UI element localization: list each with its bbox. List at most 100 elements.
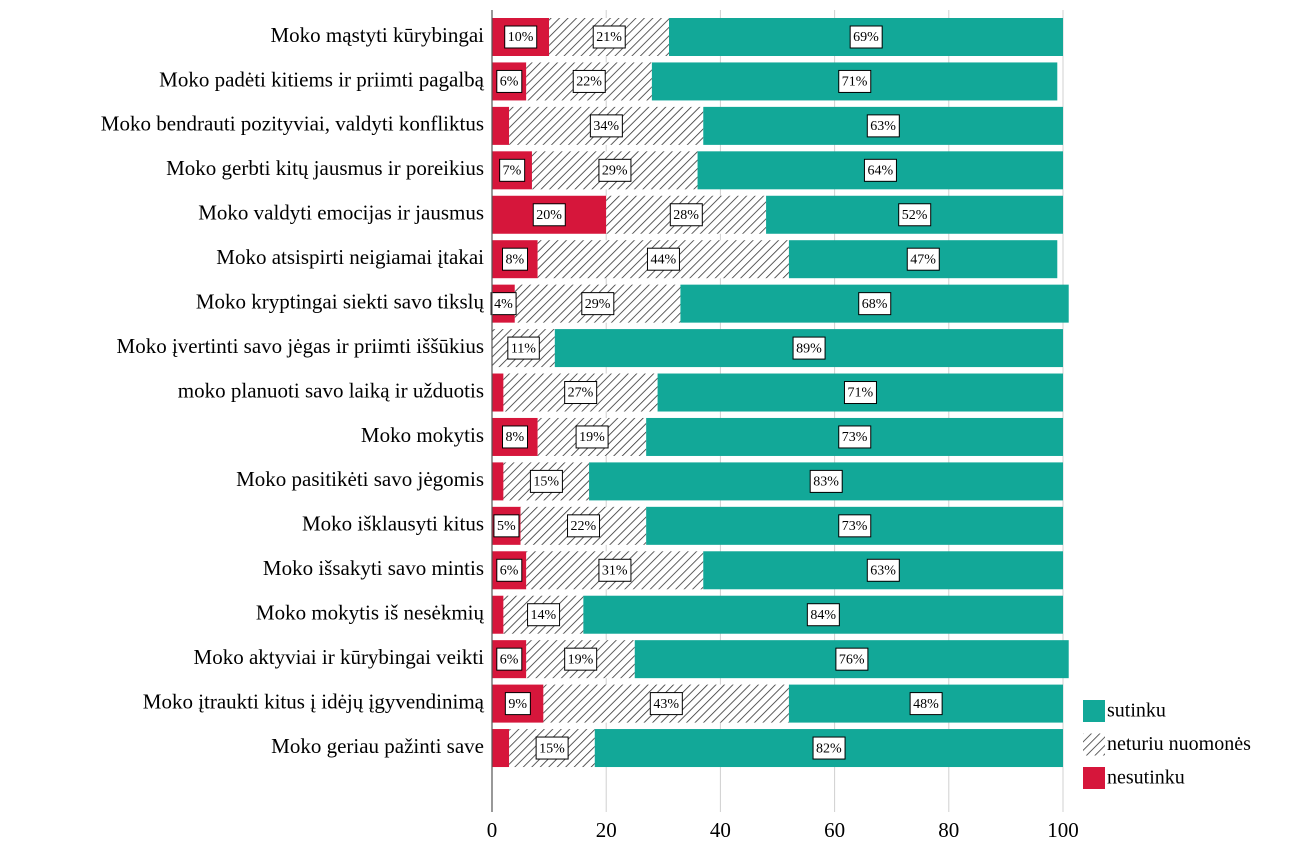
data-label: 9% <box>508 697 527 712</box>
data-label-box <box>529 469 563 493</box>
data-label: 7% <box>503 164 522 179</box>
bar-segment <box>492 462 504 501</box>
data-label: 31% <box>602 563 628 578</box>
data-label: 19% <box>568 652 594 667</box>
data-label: 29% <box>602 164 628 179</box>
data-label: 10% <box>508 30 534 45</box>
data-label-box <box>572 69 606 93</box>
data-label-box <box>581 292 615 316</box>
legend-swatch <box>1083 700 1105 722</box>
data-label-box <box>598 158 632 182</box>
data-label-box <box>490 292 517 316</box>
x-tick-label: 60 <box>824 818 845 842</box>
data-label-box <box>909 692 943 716</box>
data-label: 71% <box>847 386 873 401</box>
x-tick-label: 20 <box>596 818 617 842</box>
category-label: Moko kryptingai siekti savo tikslų <box>196 289 485 313</box>
data-label: 15% <box>533 475 559 490</box>
category-label: Moko mokytis <box>361 423 484 447</box>
data-label-box <box>575 425 609 449</box>
data-label: 63% <box>870 563 896 578</box>
category-label: Moko bendrauti pozityviai, valdyti konfl… <box>101 112 484 136</box>
data-label: 34% <box>593 119 619 134</box>
bar-segment <box>492 106 510 145</box>
data-label: 11% <box>511 341 536 356</box>
data-label: 63% <box>870 119 896 134</box>
data-label-box <box>858 292 892 316</box>
data-label: 43% <box>653 697 679 712</box>
bar-segment <box>492 373 504 412</box>
data-label-box <box>906 247 940 271</box>
data-label: 19% <box>579 430 605 445</box>
data-label: 5% <box>497 519 516 534</box>
data-label-box <box>898 203 932 227</box>
legend-label: nesutinku <box>1107 767 1185 789</box>
category-label: moko planuoti savo laiką ir užduotis <box>178 378 484 402</box>
data-label: 84% <box>810 608 836 623</box>
data-label: 69% <box>853 30 879 45</box>
data-label-box <box>866 114 900 138</box>
data-label-box <box>598 558 632 582</box>
data-label: 89% <box>796 341 822 356</box>
data-label-box <box>835 647 869 671</box>
category-label: Moko gerbti kitų jausmus ir poreikius <box>166 156 484 180</box>
bar-segment <box>492 729 510 768</box>
data-label: 4% <box>494 297 513 312</box>
data-label: 22% <box>576 75 602 90</box>
data-label: 6% <box>500 75 519 90</box>
data-label-box <box>502 247 529 271</box>
category-label: Moko išklausyti kitus <box>302 512 484 536</box>
data-label: 22% <box>571 519 597 534</box>
data-label: 27% <box>568 386 594 401</box>
data-label-box <box>496 69 523 93</box>
data-label-box <box>863 158 897 182</box>
data-label-box <box>507 336 540 360</box>
data-label: 15% <box>539 741 565 756</box>
data-label-box <box>504 692 531 716</box>
category-label: Moko atsispirti neigiamai įtakai <box>216 245 484 269</box>
data-label: 76% <box>839 652 865 667</box>
data-label-box <box>589 114 623 138</box>
data-label: 82% <box>816 741 842 756</box>
data-label: 64% <box>867 164 893 179</box>
data-label-box <box>649 692 683 716</box>
x-tick-label: 100 <box>1047 818 1079 842</box>
data-label: 21% <box>596 30 622 45</box>
data-label-box <box>564 647 598 671</box>
data-label-box <box>838 425 872 449</box>
data-label-box <box>493 514 520 538</box>
category-label: Moko įtraukti kitus į idėjų įgyvendinimą <box>143 689 485 713</box>
data-label-box <box>535 736 569 760</box>
data-label-box <box>502 425 529 449</box>
data-label: 6% <box>500 563 519 578</box>
bar-segment <box>492 595 504 634</box>
data-label: 73% <box>842 519 868 534</box>
data-label: 48% <box>913 697 939 712</box>
x-tick-label: 40 <box>710 818 731 842</box>
category-label: Moko mokytis iš nesėkmių <box>256 601 485 625</box>
category-label: Moko geriau pažinti save <box>271 734 484 758</box>
data-label-box <box>809 469 843 493</box>
category-label: Moko įvertinti savo jėgas ir priimti išš… <box>117 334 484 358</box>
data-label: 14% <box>531 608 557 623</box>
category-label: Moko aktyviai ir kūrybingai veikti <box>194 645 485 669</box>
data-label-box <box>527 603 561 627</box>
x-tick-label: 80 <box>938 818 959 842</box>
data-label-box <box>812 736 846 760</box>
data-label-box <box>849 25 883 49</box>
data-label-box <box>843 381 877 405</box>
data-label: 8% <box>506 252 525 267</box>
data-label-box <box>496 558 523 582</box>
data-label-box <box>866 558 900 582</box>
legend-swatch <box>1083 733 1105 756</box>
data-label: 6% <box>500 652 519 667</box>
data-label-box <box>496 647 523 671</box>
data-label: 68% <box>862 297 888 312</box>
data-label: 83% <box>813 475 839 490</box>
legend-label: sutinku <box>1107 700 1166 722</box>
legend-label: neturiu nuomonės <box>1107 733 1251 755</box>
data-label-box <box>567 514 601 538</box>
data-label: 8% <box>506 430 525 445</box>
data-label-box <box>592 25 626 49</box>
